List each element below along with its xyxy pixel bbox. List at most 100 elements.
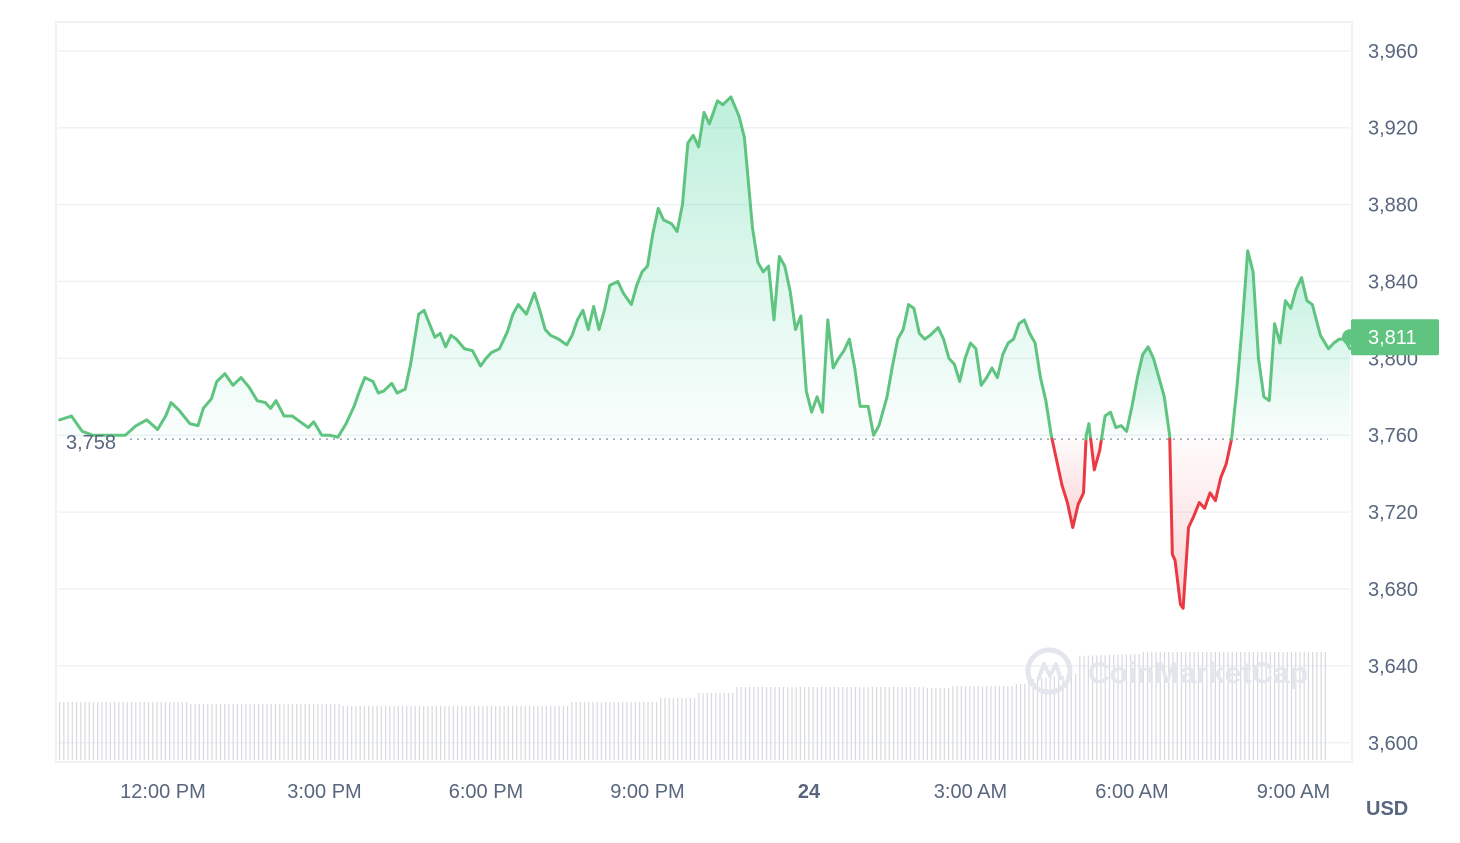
volume-bar [588,702,590,760]
volume-bar [808,687,810,760]
volume-bar [1083,655,1085,760]
volume-bar [973,686,975,760]
volume-bar [876,687,878,760]
volume-bar [914,687,916,760]
volume-bar [342,706,344,760]
volume-bar [685,698,687,760]
volume-bar [677,698,679,760]
volume-bar [160,702,162,760]
volume-bar [664,698,666,760]
x-tick-label: 6:00 PM [449,781,523,803]
volume-bar [880,687,882,760]
y-tick-label: 3,760 [1368,425,1418,447]
volume-bar [1070,674,1072,760]
volume-bar [727,693,730,760]
volume-bar [1206,652,1208,760]
volume-bar [1159,652,1161,760]
volume-bar [528,706,531,760]
area-above-reference [59,96,1053,440]
volume-bar [97,702,99,760]
volume-bar [782,687,785,760]
currency-unit: USD [1366,798,1408,820]
volume-bar [723,693,725,760]
area-fills [59,96,1350,609]
volume-bar [190,704,192,760]
volume-bar [215,704,217,760]
volume-bar [482,706,484,760]
volume-bar [1053,676,1056,760]
volume-bar [211,704,213,760]
volume-bar [524,706,526,760]
volume-bar [499,706,501,760]
volume-bar [905,687,907,760]
volume-bar [287,704,289,760]
volume-bar [181,702,183,760]
volume-bar [1218,652,1221,760]
volume-bar [740,687,742,760]
volume-bar [719,693,721,760]
volume-bar [943,688,945,760]
volume-bar [516,706,518,760]
volume-bar [304,704,306,760]
volume-bar [850,687,852,760]
volume-bar [791,687,793,760]
volume-bar [232,704,234,760]
volume-bar [1151,652,1153,760]
x-tick-label: 6:00 AM [1095,781,1168,803]
volume-bar [1231,652,1233,760]
volume-bar [355,706,357,760]
volume-bar [613,702,615,760]
volume-bar [634,702,636,760]
current-price-label: 3,811 [1368,327,1417,349]
volume-bar [1235,652,1238,760]
volume-bar [274,704,277,760]
volume-bar [380,706,382,760]
volume-bar [325,704,327,760]
y-tick-label: 3,680 [1368,579,1418,601]
volume-bar [1252,652,1254,760]
volume-bar [88,702,90,760]
volume-bar [939,688,941,760]
x-axis: 12:00 PM 3:00 PM 6:00 PM 9:00 PM 24 3:00 AM 6:… [120,781,1330,803]
volume-bar [503,706,505,760]
current-price-dot [1342,329,1358,346]
volume-bar [651,702,653,760]
volume-bar [842,687,844,760]
volume-bar [909,687,912,760]
volume-bar [643,702,645,760]
volume-bar [554,706,556,760]
volume-bar [1104,655,1106,760]
volume-bar [393,706,395,760]
volume-bar [1257,652,1259,760]
volume-bar [1320,652,1322,760]
volume-bar [376,706,378,760]
volume-bar [1261,652,1263,760]
volume-bar [897,687,899,760]
volume-bar [461,706,463,760]
y-tick-label: 3,640 [1368,656,1418,678]
volume-bar [410,706,412,760]
volume-bar [770,687,772,760]
price-line [58,95,1352,610]
line-segment-up [1230,249,1352,441]
volume-bar [1180,652,1183,760]
area-above-reference [1231,250,1350,440]
volume-bar [122,702,124,760]
line-segment-down [1050,437,1088,530]
volume-bar [994,686,996,760]
volume-bar [710,693,713,760]
volume-bar [998,686,1000,760]
volume-bar [821,687,823,760]
volume-bar [706,693,708,760]
volume-bar [1172,652,1174,760]
volume-bar [888,687,890,760]
volume-bar [537,706,539,760]
volume-bar [1142,652,1144,760]
volume-bar [418,706,421,760]
volume-bar [1087,655,1089,760]
volume-bar [253,704,255,760]
volume-bar [571,702,573,760]
volume-bar [1134,654,1136,760]
volume-bar [1193,652,1195,760]
